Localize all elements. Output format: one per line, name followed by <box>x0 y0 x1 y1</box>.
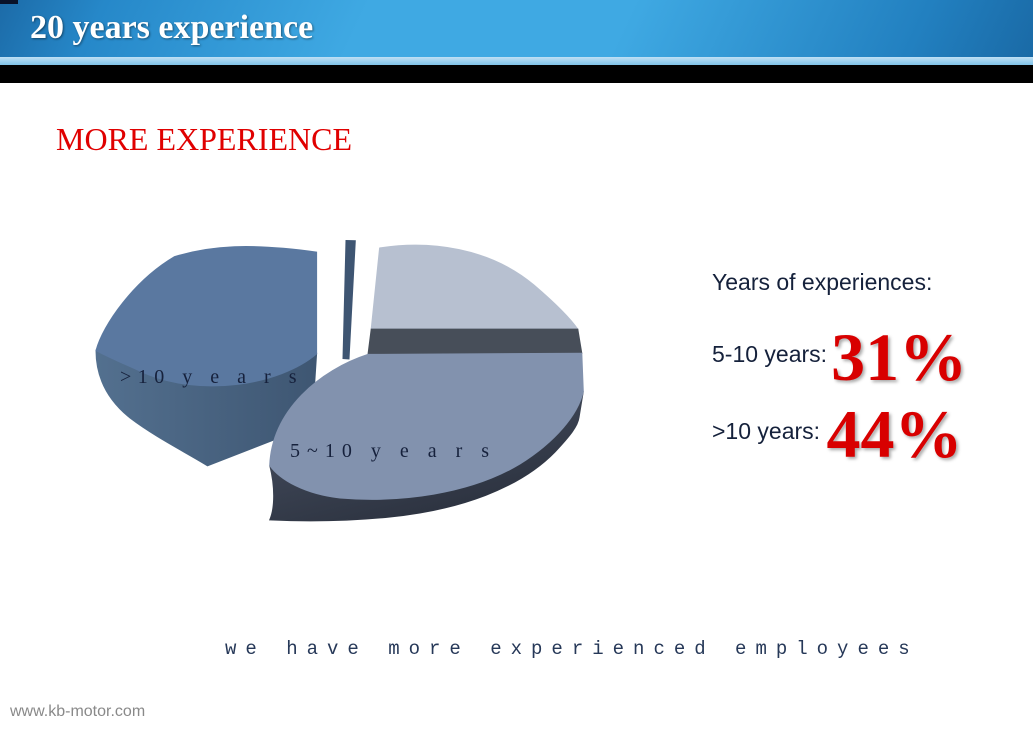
svg-text:5~10 y e a r s: 5~10 y e a r s <box>290 440 496 462</box>
svg-text:>10 y e a r s: >10 y e a r s <box>120 366 303 388</box>
